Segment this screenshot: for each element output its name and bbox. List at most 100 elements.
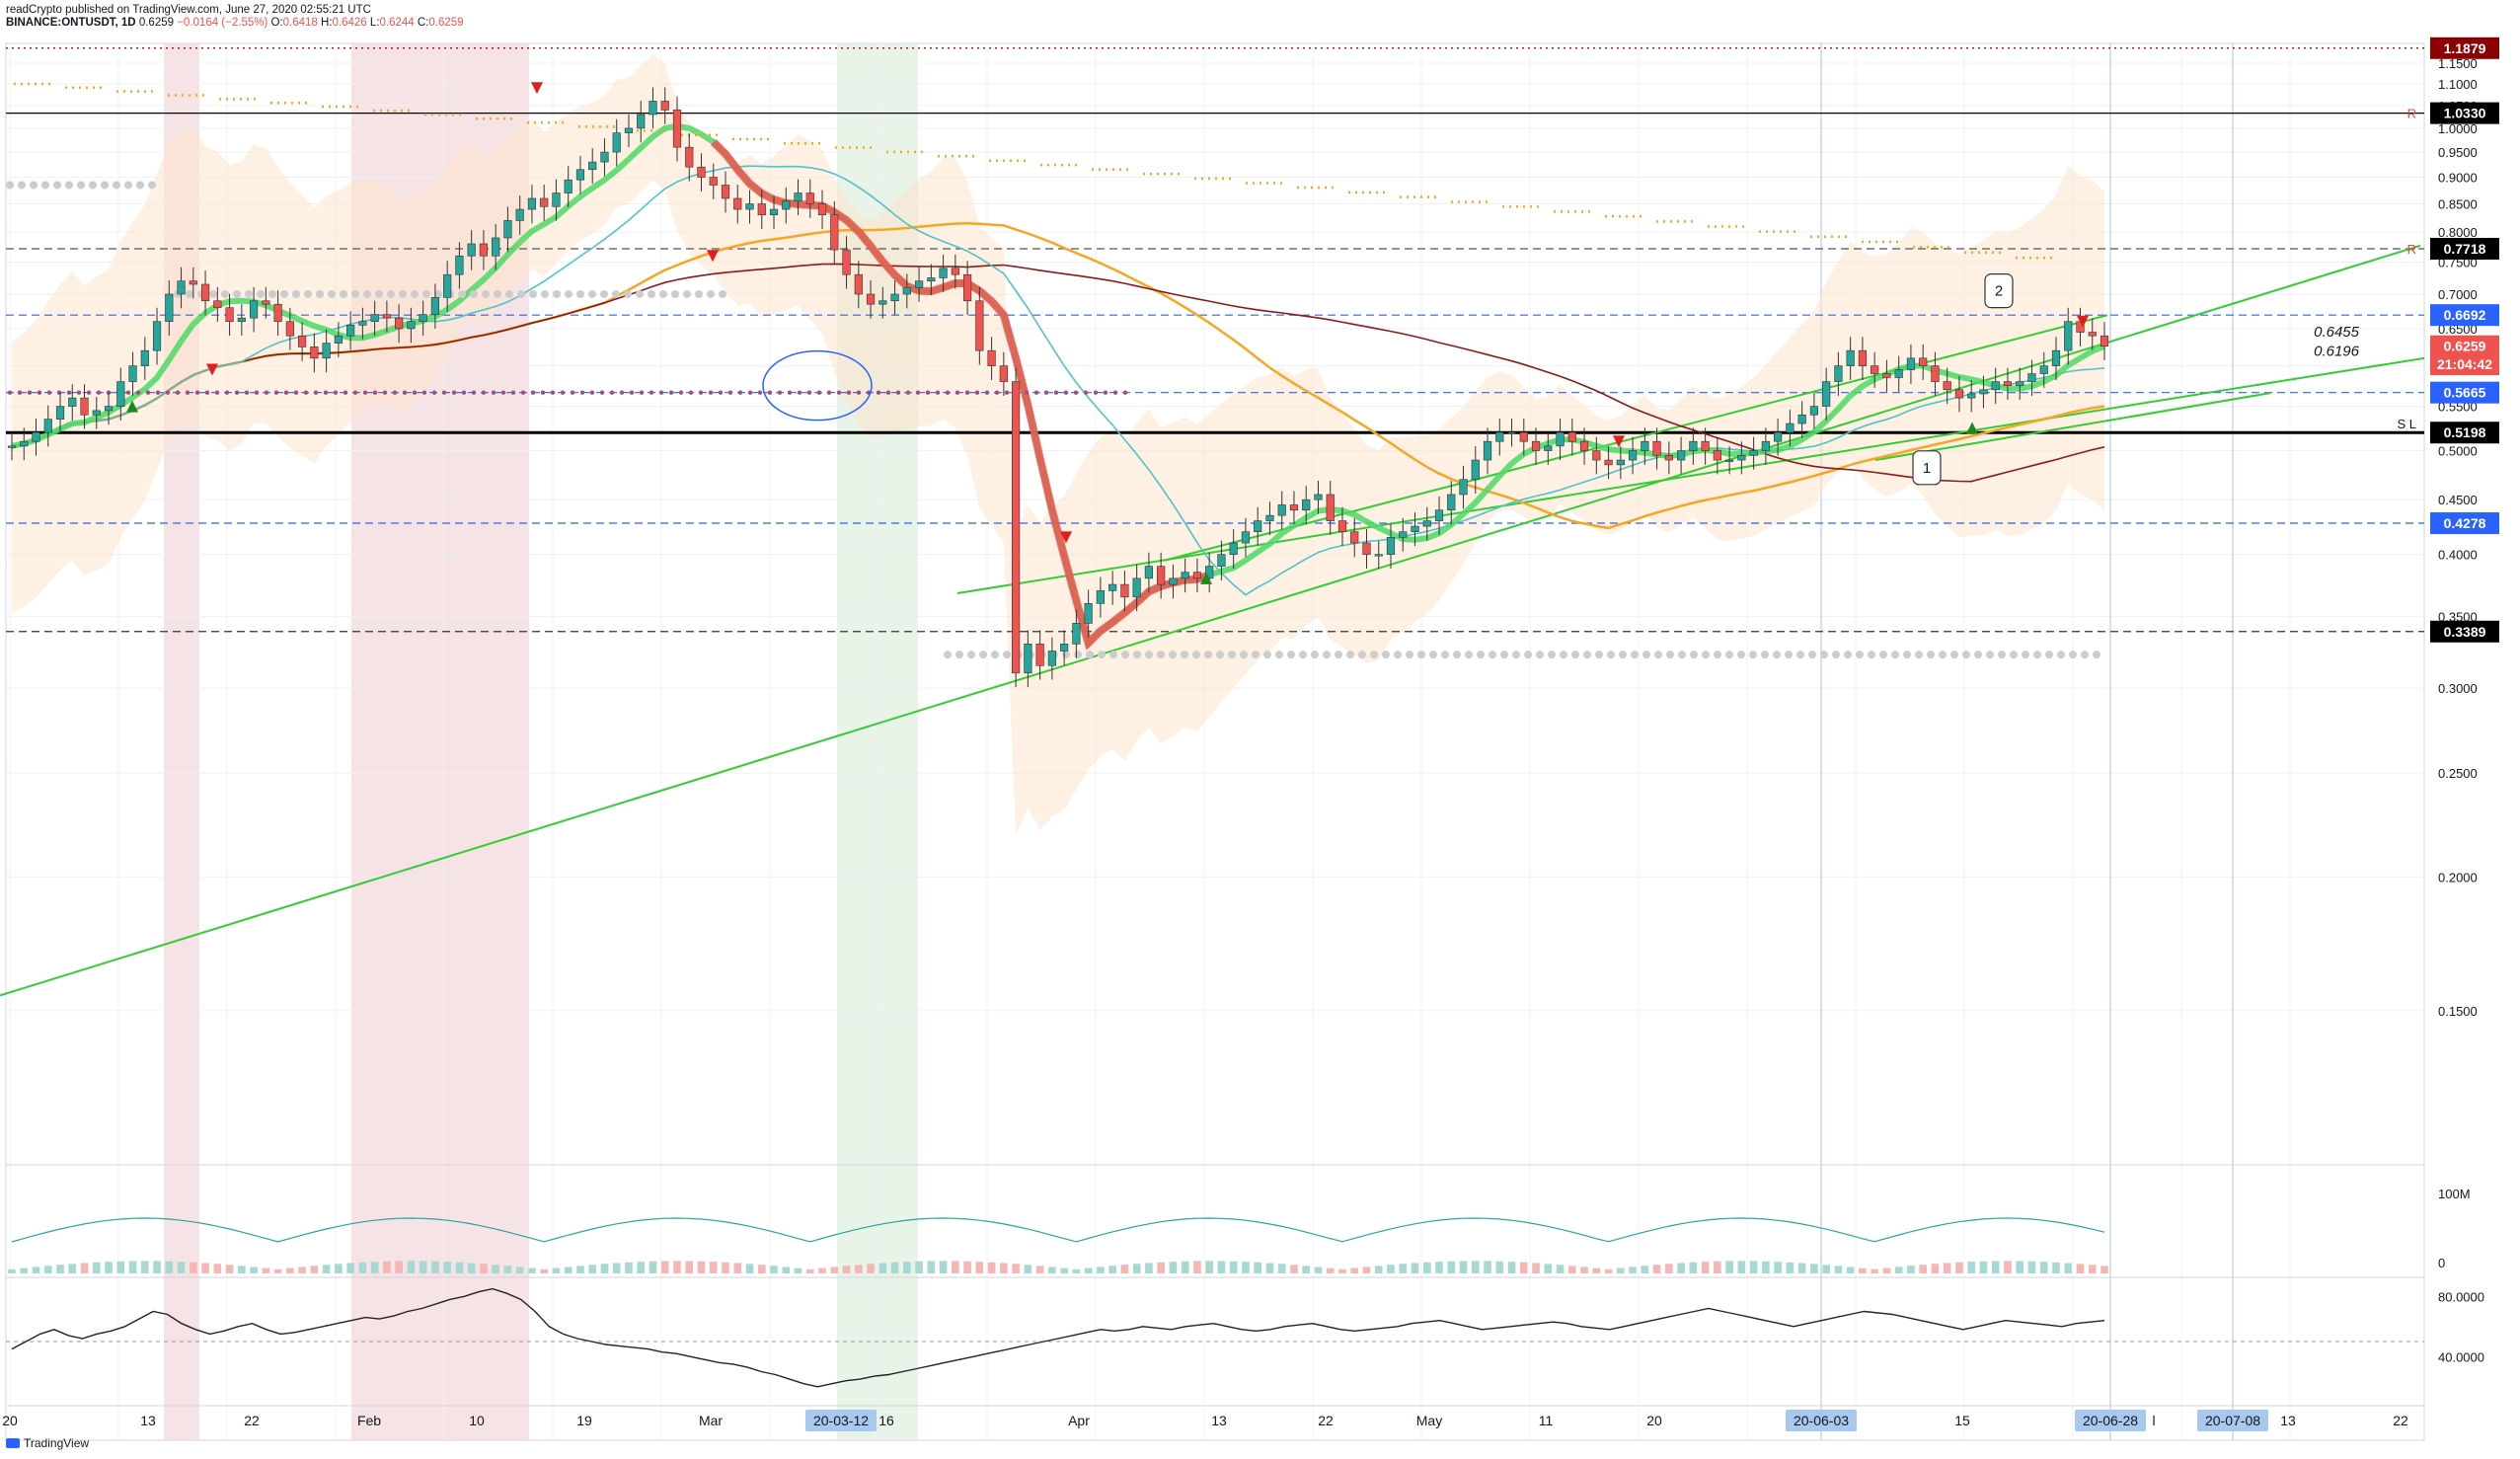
tradingview-logo[interactable]: TradingView bbox=[6, 1436, 89, 1450]
gray-dot bbox=[340, 289, 347, 298]
gray-dot bbox=[1323, 651, 1331, 659]
volume-bar bbox=[2016, 1261, 2024, 1273]
candle-body bbox=[1749, 450, 1758, 456]
volume-bar bbox=[1762, 1261, 1770, 1273]
gray-dot bbox=[1891, 651, 1899, 659]
purple-dot bbox=[915, 390, 921, 395]
gray-dot bbox=[1690, 651, 1698, 659]
candle-body bbox=[2100, 335, 2109, 347]
time-tick: Apr bbox=[1068, 1413, 1090, 1428]
candle-body bbox=[1567, 431, 1576, 442]
purple-dot bbox=[254, 390, 260, 395]
volume-bar bbox=[805, 1268, 814, 1273]
purple-dot bbox=[945, 390, 951, 395]
candle-body bbox=[1422, 520, 1431, 527]
gray-dot bbox=[1927, 651, 1935, 659]
volume-bar bbox=[1834, 1266, 1843, 1273]
volume-bar bbox=[1846, 1267, 1855, 1273]
volume-bar bbox=[1350, 1267, 1359, 1273]
price-label-box bbox=[2430, 102, 2499, 124]
gray-dot bbox=[1133, 651, 1141, 659]
candle-body bbox=[1822, 381, 1831, 407]
gray-dot bbox=[1346, 651, 1354, 659]
gray-dot bbox=[411, 289, 419, 298]
sell-signal-marker bbox=[531, 82, 543, 95]
candle-body bbox=[1072, 623, 1081, 645]
volume-bar bbox=[1374, 1266, 1383, 1273]
candle-body bbox=[1943, 381, 1951, 391]
purple-dot bbox=[37, 390, 42, 395]
volume-bar bbox=[1242, 1262, 1250, 1273]
purple-dot bbox=[649, 390, 654, 395]
candle-body bbox=[430, 297, 440, 315]
gray-dot bbox=[1169, 651, 1177, 659]
volume-bar bbox=[92, 1262, 101, 1273]
gray-dot bbox=[955, 651, 963, 659]
gray-dot bbox=[1157, 651, 1165, 659]
price-label: 0.3389 bbox=[2444, 624, 2486, 640]
time-tick: 20-03-12 bbox=[813, 1413, 869, 1428]
gray-dot bbox=[316, 289, 324, 298]
candle-body bbox=[104, 406, 114, 412]
volume-bar bbox=[358, 1262, 367, 1273]
sell-signal-marker bbox=[1060, 531, 1072, 544]
price-label: 1.1879 bbox=[2444, 40, 2486, 56]
tradingview-logo-icon bbox=[6, 1438, 20, 1448]
candle-body bbox=[1277, 504, 1286, 516]
purple-dot bbox=[1053, 390, 1059, 395]
purple-dot bbox=[757, 390, 763, 395]
time-tick: 20-06-28 bbox=[2083, 1413, 2138, 1428]
volume-bar bbox=[1629, 1267, 1637, 1273]
gray-dot bbox=[600, 289, 608, 298]
volume-bar bbox=[1229, 1261, 1238, 1273]
candle-body bbox=[1024, 644, 1032, 674]
candle-body bbox=[92, 410, 101, 416]
gray-dot bbox=[1868, 651, 1875, 659]
volume-bar bbox=[818, 1267, 826, 1273]
volume-bar bbox=[1447, 1261, 1456, 1273]
volume-bar bbox=[709, 1262, 718, 1273]
candles bbox=[7, 87, 2109, 688]
candle-body bbox=[358, 321, 367, 326]
purple-dot bbox=[185, 390, 191, 395]
purple-dot bbox=[451, 390, 457, 395]
stop-loss-marker: S L bbox=[2397, 417, 2416, 431]
candle-body bbox=[32, 431, 40, 442]
candle-body bbox=[1979, 389, 1988, 395]
purple-dot bbox=[362, 390, 368, 395]
time-label-box bbox=[2075, 1410, 2146, 1431]
volume-bar bbox=[564, 1267, 573, 1273]
volume-bar bbox=[1556, 1265, 1565, 1273]
ma-fast-down bbox=[710, 139, 1211, 651]
candle-body bbox=[1157, 566, 1166, 585]
gray-dot bbox=[1702, 651, 1710, 659]
volume-bar bbox=[1277, 1264, 1286, 1273]
time-tick: 22 bbox=[2393, 1413, 2408, 1428]
gray-dot bbox=[553, 289, 561, 298]
gray-dot bbox=[18, 181, 26, 190]
gray-dot bbox=[280, 289, 288, 298]
purple-dot bbox=[343, 390, 348, 395]
gray-dot bbox=[1181, 651, 1188, 659]
price-label-box bbox=[2430, 512, 2499, 535]
purple-dot bbox=[412, 390, 418, 395]
purple-dot bbox=[599, 390, 605, 395]
purple-dot bbox=[658, 390, 664, 395]
time-tick: l bbox=[2152, 1413, 2155, 1428]
volume-bar bbox=[1617, 1267, 1625, 1273]
volume-bar bbox=[939, 1261, 948, 1273]
volume-bar bbox=[1265, 1263, 1274, 1273]
gray-dot bbox=[1335, 651, 1342, 659]
volume-bar bbox=[2100, 1266, 2108, 1273]
gray-dot bbox=[1903, 651, 1911, 659]
gray-dot bbox=[257, 289, 265, 298]
candle-body bbox=[612, 132, 621, 153]
gray-dot bbox=[1536, 651, 1544, 659]
volume-bar bbox=[503, 1266, 512, 1273]
candle-body bbox=[20, 440, 29, 447]
gray-dot bbox=[1145, 651, 1153, 659]
gray-dot bbox=[1785, 651, 1793, 659]
time-tick: 20-07-08 bbox=[2205, 1413, 2260, 1428]
gray-dot bbox=[1358, 651, 1366, 659]
